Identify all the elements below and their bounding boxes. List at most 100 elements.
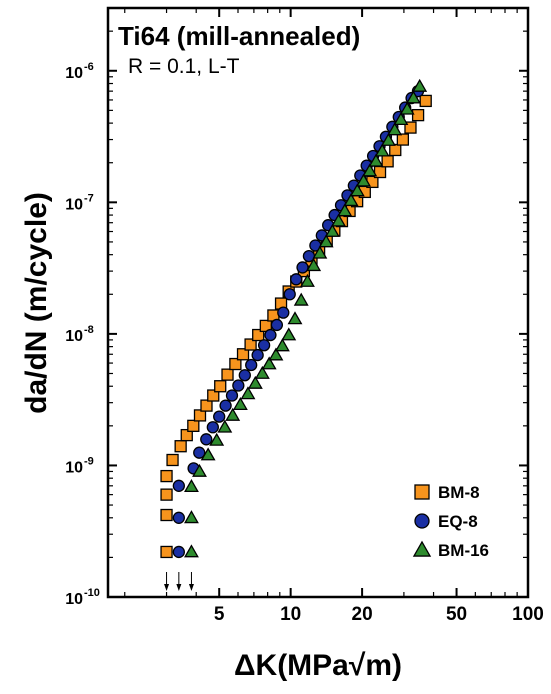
legend-marker-bm-8 bbox=[414, 484, 430, 500]
data-point-eq-8 bbox=[232, 379, 245, 392]
data-point-bm-8 bbox=[244, 338, 257, 351]
data-point-bm-16 bbox=[349, 183, 365, 197]
data-point-eq-8 bbox=[257, 339, 271, 352]
y-tick-label: 10 bbox=[65, 65, 83, 82]
data-point-bm-8 bbox=[389, 143, 402, 157]
chart-subtitle: R = 0.1, L-T bbox=[128, 55, 240, 78]
data-point-bm-16 bbox=[312, 245, 328, 259]
data-point-eq-8 bbox=[290, 273, 303, 286]
data-point-eq-8 bbox=[172, 479, 185, 492]
legend-label-bm-8: BM-8 bbox=[438, 483, 480, 502]
data-point-eq-8 bbox=[264, 328, 277, 342]
data-point-bm-16 bbox=[225, 407, 241, 421]
plot-border bbox=[106, 6, 530, 599]
data-point-eq-8 bbox=[283, 288, 296, 301]
data-point-bm-16 bbox=[318, 234, 334, 248]
data-point-bm-16 bbox=[405, 90, 421, 104]
data-point-bm-16 bbox=[362, 163, 378, 177]
data-point-bm-16 bbox=[232, 396, 248, 411]
data-point-eq-8 bbox=[277, 306, 290, 319]
legend-marker-bm-16 bbox=[412, 540, 432, 557]
data-point-eq-8 bbox=[296, 261, 309, 274]
y-tick-exponent: -6 bbox=[84, 61, 94, 73]
x-tick-label: 5 bbox=[214, 604, 225, 625]
data-point-bm-8 bbox=[160, 508, 173, 522]
data-point-bm-8 bbox=[221, 368, 234, 381]
data-point-bm-16 bbox=[293, 292, 309, 306]
data-point-eq-8 bbox=[219, 399, 232, 412]
data-point-bm-16 bbox=[200, 447, 216, 461]
x-tick-label: 10 bbox=[280, 604, 301, 625]
data-point-eq-8 bbox=[238, 369, 251, 382]
data-point-eq-8 bbox=[245, 358, 258, 372]
series-bm-16 bbox=[184, 78, 428, 558]
data-point-eq-8 bbox=[206, 421, 219, 434]
legend: BM-8 EQ-8 BM-16 bbox=[412, 483, 489, 560]
chart-title: Ti64 (mill-annealed) bbox=[118, 21, 360, 51]
data-point-bm-16 bbox=[374, 143, 390, 157]
y-tick-label: 10 bbox=[65, 591, 83, 608]
threshold-arrow-head bbox=[164, 584, 170, 591]
data-point-bm-8 bbox=[160, 488, 173, 501]
data-point-bm-8 bbox=[411, 108, 425, 122]
x-axis-label: ΔK(MPa√m) bbox=[234, 649, 402, 682]
data-point-bm-16 bbox=[306, 258, 322, 272]
data-point-bm-16 bbox=[381, 132, 396, 146]
data-point-eq-8 bbox=[213, 410, 226, 423]
data-point-eq-8 bbox=[270, 318, 284, 332]
data-point-bm-16 bbox=[343, 193, 359, 207]
data-point-bm-16 bbox=[399, 101, 415, 115]
y-tick-exponent: -9 bbox=[84, 455, 94, 467]
data-point-bm-16 bbox=[209, 432, 225, 446]
legend-label-bm-16: BM-16 bbox=[438, 541, 489, 560]
data-point-bm-16 bbox=[412, 78, 428, 92]
x-tick-label: 100 bbox=[512, 604, 544, 625]
data-point-bm-8 bbox=[214, 380, 227, 393]
y-tick-label: 10 bbox=[65, 459, 83, 476]
threshold-arrow-head bbox=[188, 584, 194, 591]
data-point-bm-8 bbox=[193, 409, 207, 422]
threshold-arrow-head bbox=[176, 584, 182, 591]
y-tick-exponent: -7 bbox=[84, 192, 94, 204]
data-point-bm-16 bbox=[331, 213, 347, 227]
threshold-arrows bbox=[164, 572, 194, 591]
data-point-bm-16 bbox=[281, 327, 297, 341]
data-point-bm-8 bbox=[404, 121, 417, 134]
data-point-bm-16 bbox=[217, 419, 233, 433]
data-point-bm-16 bbox=[274, 338, 290, 352]
y-axis-label: da/dN (m/cycle) bbox=[20, 192, 53, 414]
data-point-eq-8 bbox=[225, 389, 239, 402]
data-point-eq-8 bbox=[251, 348, 264, 362]
data-point-bm-16 bbox=[184, 479, 199, 493]
legend-marker-eq-8 bbox=[414, 513, 430, 529]
data-point-eq-8 bbox=[172, 545, 185, 559]
data-point-bm-16 bbox=[287, 311, 303, 325]
y-tick-exponent: -10 bbox=[84, 587, 100, 599]
data-point-bm-8 bbox=[180, 428, 193, 442]
y-tick-label: 10 bbox=[65, 328, 83, 345]
data-point-bm-8 bbox=[381, 155, 394, 168]
data-point-bm-16 bbox=[387, 122, 403, 136]
y-tick-label: 10 bbox=[65, 196, 83, 213]
data-point-bm-16 bbox=[254, 365, 270, 379]
data-point-bm-8 bbox=[252, 328, 265, 342]
data-point-bm-16 bbox=[368, 153, 384, 167]
data-point-bm-16 bbox=[192, 463, 207, 477]
data-point-eq-8 bbox=[200, 433, 213, 446]
data-point-bm-8 bbox=[200, 399, 213, 412]
data-point-bm-8 bbox=[236, 348, 250, 361]
data-point-bm-8 bbox=[160, 545, 173, 559]
plot-area bbox=[106, 6, 530, 599]
data-point-bm-8 bbox=[174, 440, 187, 453]
x-tick-label: 20 bbox=[352, 604, 373, 625]
data-point-bm-8 bbox=[229, 357, 242, 371]
data-point-bm-16 bbox=[324, 223, 340, 237]
x-axis-ticks: 5 10 20 50 100 bbox=[124, 8, 544, 625]
data-point-bm-8 bbox=[160, 469, 173, 483]
data-point-bm-8 bbox=[187, 419, 200, 432]
data-point-bm-16 bbox=[240, 386, 256, 400]
data-point-bm-8 bbox=[396, 133, 410, 146]
data-point-bm-16 bbox=[184, 544, 199, 558]
